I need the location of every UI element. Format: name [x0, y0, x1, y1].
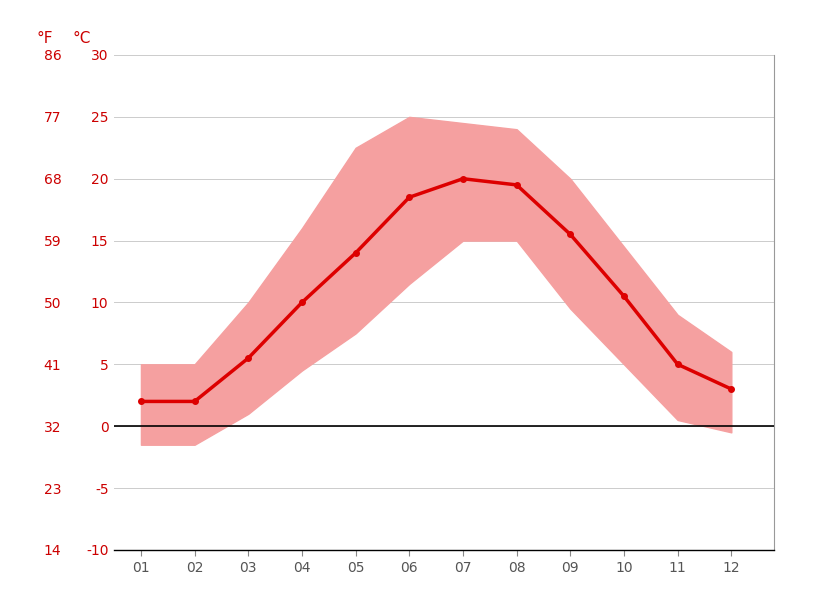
- Text: °F: °F: [37, 31, 53, 46]
- Text: °C: °C: [73, 31, 90, 46]
